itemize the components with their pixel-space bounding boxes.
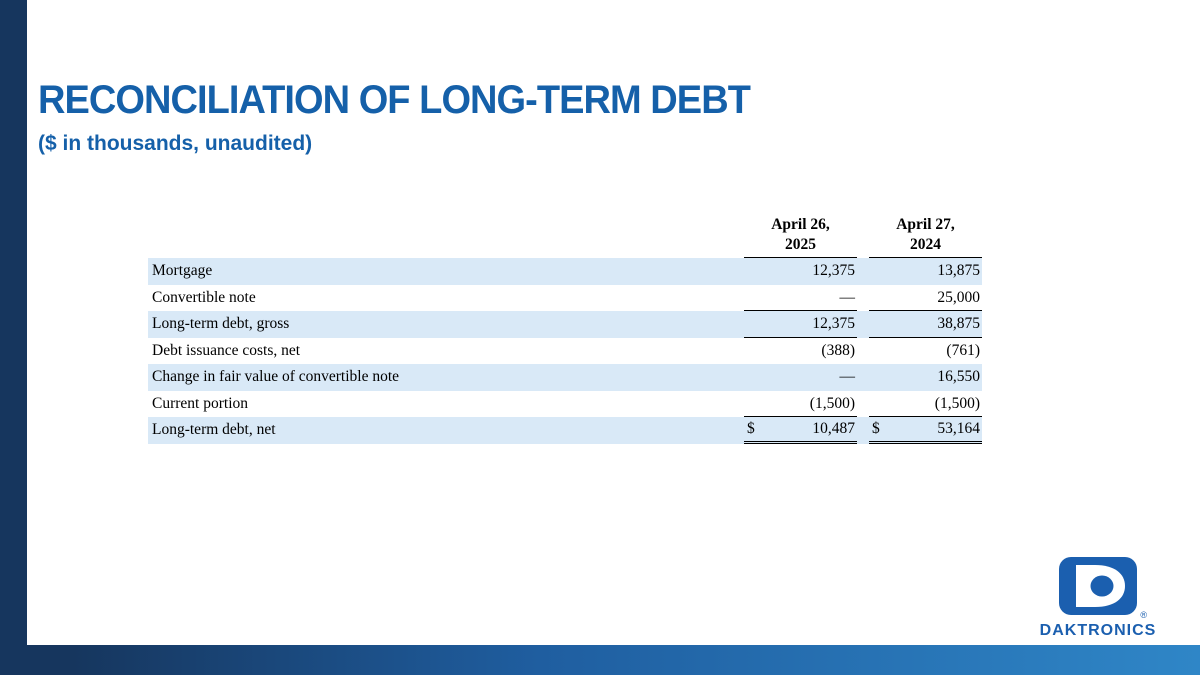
value-2024: $ 53,164 [869,417,982,444]
column-header-line: 2024 [910,235,941,253]
column-header-line: April 26, [771,216,830,234]
table-row: Long-term debt, gross 12,375 38,875 [148,311,982,338]
value-2024: (1,500) [869,391,982,417]
value-2024: 25,000 [869,285,982,311]
value-2025: — [839,368,856,385]
table-row: Debt issuance costs, net (388) (761) [148,338,982,365]
value-2024: (761) [946,341,980,359]
reconciliation-table: April 26, 2025 April 27, 2024 Mortgage 1… [148,212,982,444]
column-header-line: 2025 [785,235,816,253]
value-2025: 12,375 [744,311,857,338]
dollar-sign: $ [872,419,880,437]
daktronics-wordmark: DAKTRONICS [1039,622,1157,639]
left-accent-bar [0,0,27,675]
row-label: Current portion [152,394,248,412]
row-label: Long-term debt, gross [152,315,290,332]
value-2025: (388) [821,341,855,359]
row-label: Change in fair value of convertible note [152,368,400,385]
value-number: 10,487 [812,419,855,437]
column-header-2024: April 27, 2024 [869,212,982,258]
value-2025: — [744,285,857,311]
table-row: Convertible note — 25,000 [148,285,982,311]
dollar-sign: $ [747,419,755,437]
value-2024: 16,550 [937,368,980,385]
row-label: Long-term debt, net [152,421,276,438]
value-number: 53,164 [937,419,980,437]
daktronics-logo-block: ® DAKTRONICS [1028,557,1168,640]
table-header-row: April 26, 2025 April 27, 2024 [148,212,982,258]
row-label: Convertible note [152,288,256,306]
table-row: Current portion (1,500) (1,500) [148,391,982,417]
daktronics-logo-icon: ® [1059,557,1147,620]
value-2025: 12,375 [812,262,855,279]
table-row: Mortgage 12,375 13,875 [148,258,982,285]
column-header-line: April 27, [896,216,955,234]
registered-mark: ® [1140,610,1147,620]
bottom-accent-bar [0,645,1200,675]
value-2025: (1,500) [744,391,857,417]
column-header-2025: April 26, 2025 [744,212,857,258]
page-title: RECONCILIATION OF LONG-TERM DEBT [38,78,751,122]
page-subtitle: ($ in thousands, unaudited) [38,132,313,155]
value-2024: 38,875 [869,311,982,338]
value-2025: $ 10,487 [744,417,857,444]
row-label: Mortgage [152,262,213,279]
row-label: Debt issuance costs, net [152,341,301,359]
daktronics-d-icon [1059,557,1137,615]
table-row: Long-term debt, net $ 10,487 $ 53,164 [148,417,982,444]
table-row: Change in fair value of convertible note… [148,364,982,391]
value-2024: 13,875 [937,262,980,279]
